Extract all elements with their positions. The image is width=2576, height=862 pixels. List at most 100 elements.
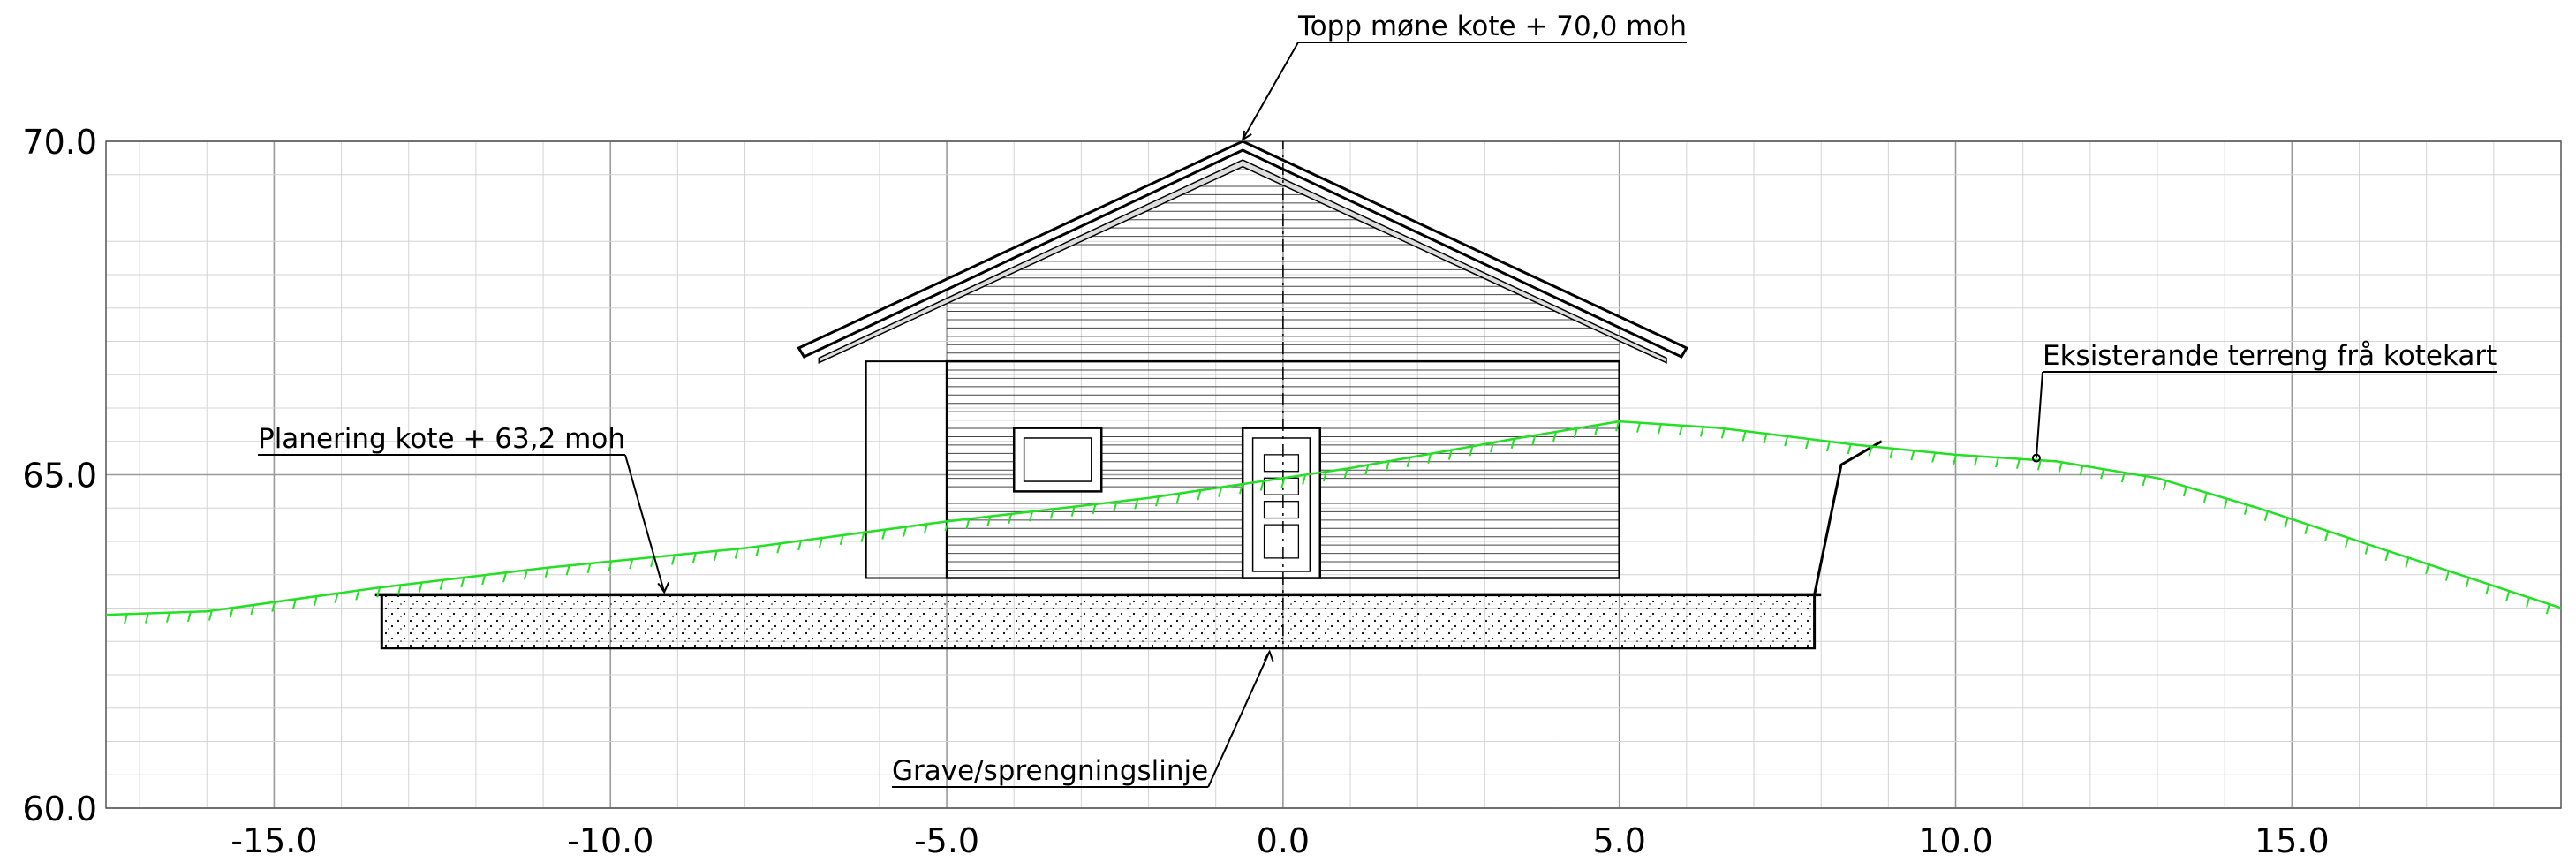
door-leaf [1251, 437, 1311, 572]
terrain-hatch-mark [2344, 537, 2349, 548]
terrain-hatch-mark [2015, 458, 2021, 469]
terrain-hatch-mark [860, 532, 865, 542]
terrain-hatch-mark [1974, 456, 1979, 466]
terrain-hatch-mark [2284, 517, 2289, 528]
terrain-hatch-mark [1134, 499, 1139, 510]
terrain-hatch-mark [2485, 584, 2490, 594]
terrain-hatching [124, 420, 2550, 624]
terrain-hatch-mark [2425, 563, 2430, 575]
terrain-hatch-mark [839, 534, 844, 546]
terrain-hatch-mark [2162, 480, 2167, 491]
terrain-hatch-mark [2036, 459, 2042, 471]
terrain-hatch-mark [1049, 509, 1054, 519]
door-panel [1263, 454, 1300, 473]
terrain-hatch-mark [229, 607, 234, 618]
terrain-hatch-mark [1092, 503, 1097, 515]
terrain-hatch-mark [1868, 446, 1873, 457]
terrain-hatch-mark [124, 613, 128, 624]
terrain-hatch-mark [1322, 471, 1327, 482]
terrain-hatch-mark [586, 563, 592, 574]
terrain-hatch-mark [2079, 465, 2084, 476]
terrain-hatch-mark [2304, 524, 2309, 535]
terrain-hatch-mark [145, 613, 149, 624]
x-axis-ticks: -15.0 -10.0 -5.0 0.0 5.0 10.0 15.0 [230, 821, 2329, 860]
terrain-hatch-mark [397, 585, 402, 595]
door-panel [1263, 524, 1300, 559]
terrain-hatch-mark [671, 555, 676, 565]
terrain-hatch-mark [881, 529, 887, 540]
terrain-hatch-mark [650, 556, 655, 568]
terrain-hatch-mark [1008, 513, 1013, 525]
terrain-hatch-mark [1531, 435, 1537, 446]
terrain-hatch-mark [755, 546, 760, 556]
terrain-hatch-mark [2405, 557, 2410, 568]
terrain-hatch-mark [965, 518, 971, 529]
ridge-arrow [1241, 130, 1252, 142]
terrain-hatch-mark [1427, 453, 1432, 464]
x-tick-label: -10.0 [567, 821, 653, 860]
x-tick-label: 0.0 [1257, 821, 1310, 860]
terrain-hatch-mark [776, 543, 782, 554]
terrain-hatch-mark [313, 595, 318, 607]
terrain-hatch-mark [1763, 433, 1768, 444]
coordinate-grid [105, 140, 2562, 809]
terrain-hatch-mark [1490, 442, 1495, 453]
terrain-hatch-mark [1741, 430, 1747, 442]
ridge-leader [1242, 42, 1299, 140]
terrain-hatch-mark [1805, 438, 1810, 450]
terrain-hatch-mark [1931, 452, 1937, 463]
terrain-hatch-mark [1364, 465, 1370, 475]
terrain-hatch-mark [2182, 486, 2187, 497]
roof [797, 141, 1689, 359]
terrain-hatch-mark [292, 599, 297, 609]
terrain-hatch-mark [2526, 597, 2531, 608]
terrain-hatch-mark [376, 586, 381, 598]
y-axis-ticks: 70.0 65.0 60.0 [22, 123, 97, 828]
terrain-hatch-mark [1953, 454, 1958, 465]
terrain-hatch-mark [2444, 571, 2450, 581]
y-tick-label: 60.0 [22, 790, 97, 828]
terrain-hatch-mark [818, 537, 823, 548]
house-elevation [797, 141, 1689, 648]
terrain-hatch-mark [1029, 510, 1033, 522]
terrain-leader [2035, 371, 2043, 458]
terrain-hatch-mark [502, 571, 508, 583]
terrain-hatch-mark [2243, 504, 2248, 515]
terrain-hatch-mark [713, 550, 718, 561]
terrain-hatch-mark [355, 590, 360, 601]
terrain-hatch-mark [2058, 462, 2063, 473]
terrain-hatch-mark [544, 567, 549, 578]
gravel-fill [381, 594, 1816, 649]
terrain-hatch-mark [944, 520, 949, 532]
excavation-line [380, 440, 1883, 650]
terrain-hatch-mark [418, 582, 423, 593]
terrain-hatch-mark [186, 611, 192, 623]
porch-frame [865, 360, 948, 579]
terrain-hatch-mark [1259, 480, 1265, 491]
terrain-hatch-mark [334, 593, 339, 603]
terrain-hatch-mark [439, 579, 444, 590]
terrain-hatch-mark [1385, 460, 1390, 472]
terrain-hatch-mark [2100, 468, 2105, 480]
terrain-hatch-mark [1658, 423, 1662, 435]
terrain-hatch-mark [1720, 427, 1726, 439]
terrain-hatch-mark [1302, 474, 1307, 485]
terrain-hatch-mark [1447, 450, 1453, 460]
terrain-hatch-mark [1784, 435, 1789, 447]
terrain-hatch-mark [271, 601, 276, 612]
terrain-hatch-mark [481, 574, 487, 586]
terrain-hatch-mark [460, 577, 465, 588]
excavation-label: Grave/sprengningslinje [892, 755, 1208, 787]
terrain-hatch-mark [1197, 489, 1202, 501]
terrain-hatch-mark [1175, 493, 1181, 503]
x-tick-label: -5.0 [914, 821, 979, 860]
door [1241, 427, 1322, 579]
terrain-hatch-mark [165, 612, 170, 623]
terrain-hatch-mark [1113, 501, 1118, 512]
terrain-hatch-mark [2505, 590, 2511, 601]
x-tick-label: 5.0 [1592, 821, 1645, 860]
terrain-hatch-mark [2142, 475, 2147, 487]
window [1012, 427, 1103, 493]
y-tick-label: 70.0 [22, 123, 97, 162]
terrain-hatch-mark [1825, 441, 1831, 452]
